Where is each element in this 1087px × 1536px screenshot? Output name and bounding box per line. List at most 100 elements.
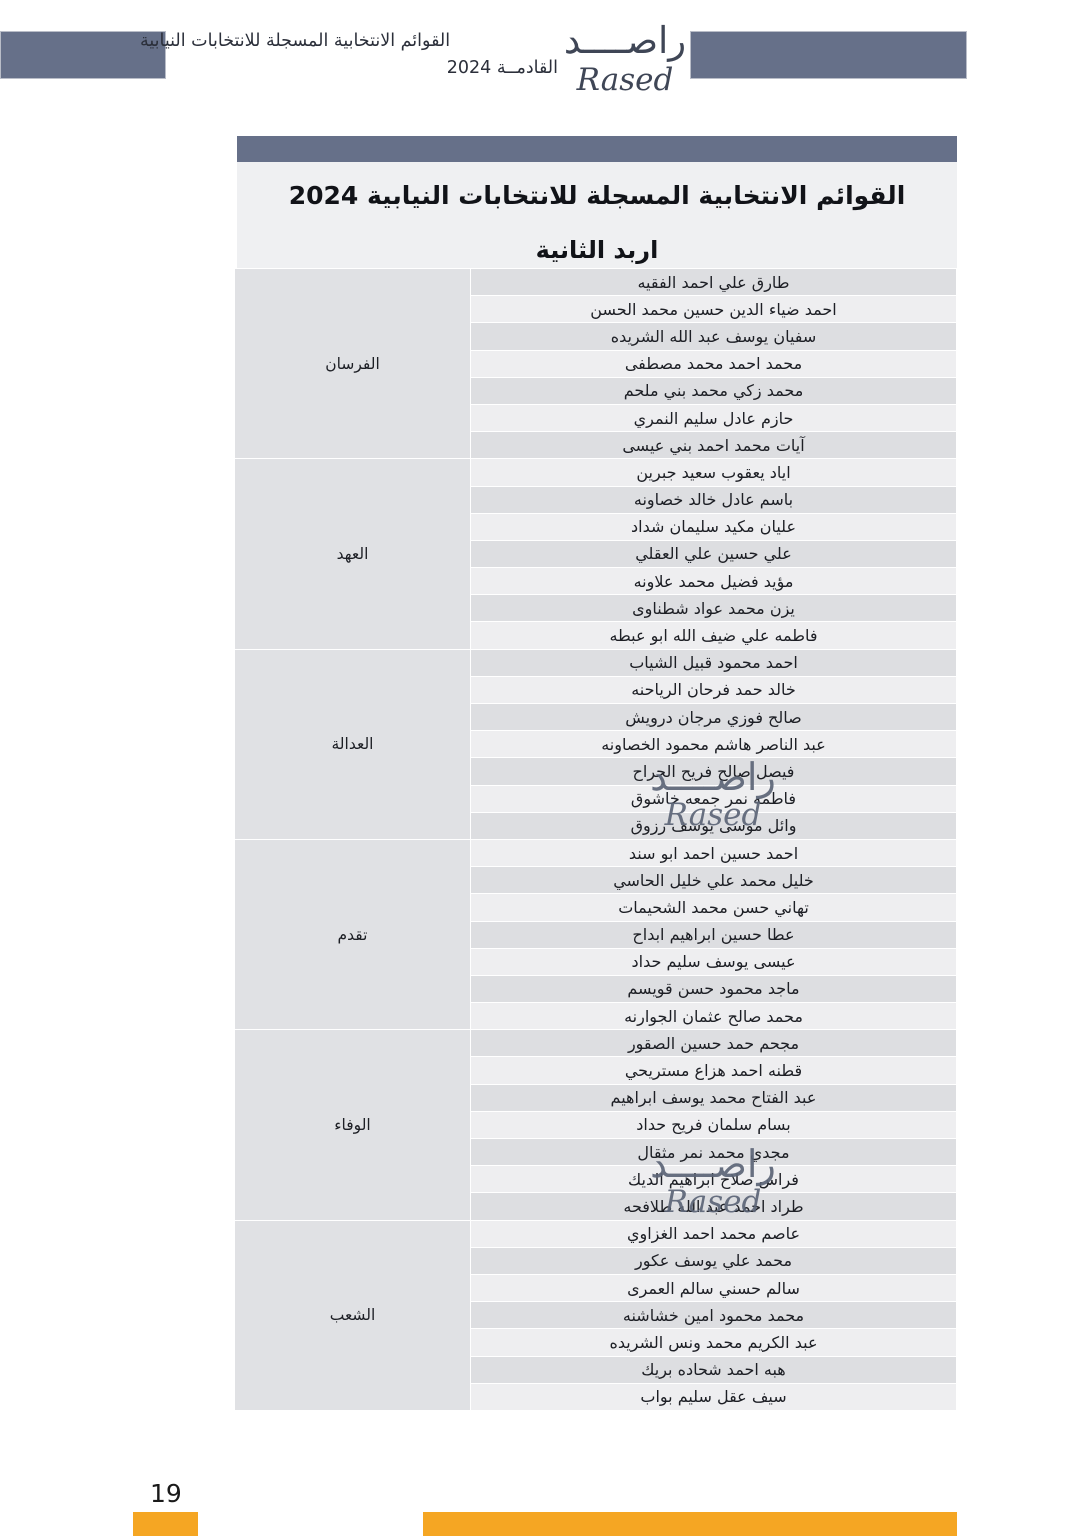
candidate-name-cell: تهاني حسن محمد الشحيمات [470, 893, 957, 922]
brand-name-english: Rased [576, 62, 674, 98]
candidate-name-cell: خالد حمد فرحان الرياحنه [470, 675, 957, 705]
table-row: عطا حسين ابراهيم ابداح [235, 920, 957, 949]
candidate-name-cell: فاطمه علي ضيف الله ابو عبطه [470, 621, 957, 650]
candidate-name-cell: طارق علي احمد الفقيه [470, 267, 957, 297]
list-name-cell: العدالة [234, 648, 471, 840]
table-row: احمد حسين احمد ابو سند تقدم [234, 838, 957, 1031]
candidate-name-cell: سفيان يوسف عبد الله الشريده [470, 322, 957, 351]
candidate-name-cell: عاصم محمد احمد الغزاوي [470, 1219, 957, 1248]
candidate-name-cell: محمد علي يوسف عكور [470, 1246, 957, 1275]
candidate-name-cell: علي حسين علي العقلي [470, 539, 957, 569]
page-number: 19 [150, 1479, 182, 1508]
title-accent-bar [237, 136, 957, 162]
footer-accent-bar-left [133, 1512, 198, 1536]
candidate-name-cell: احمد ضياء الدين حسين محمد الحسن [470, 295, 957, 324]
table-row: سيف عقل سليم بواب [235, 1382, 957, 1411]
table-row: باسم عادل خالد خصاونه [235, 485, 957, 514]
table-row: خالد حمد فرحان الرياحنه [235, 675, 957, 705]
table-row: اياد يعقوب سعيد جبرين العهد [234, 458, 957, 650]
candidate-name-cell: محمد محمود امين خشاشنه [470, 1301, 957, 1330]
candidate-name-cell: عيسى يوسف سليم حداد [470, 947, 957, 976]
candidate-name-cell: بسام سلمان فريح حداد [470, 1110, 957, 1140]
candidate-name-cell: سيف عقل سليم بواب [470, 1382, 957, 1411]
table-row: محمد علي يوسف عكور [235, 1246, 957, 1275]
candidate-name-cell: فيصل صالح فريح الجراح [470, 757, 957, 786]
table-row: قطنه احمد هزاع مستريحي [235, 1056, 957, 1085]
header-subtitle: القوائم الانتخابية المسجلة للانتخابات ال… [140, 28, 560, 82]
table-row: طراد احمد عبد الله طلافحه [235, 1192, 957, 1221]
brand-name-arabic: راصــــد [563, 19, 687, 62]
table-row: احمد ضياء الدين حسين محمد الحسن [235, 295, 957, 324]
candidate-name-cell: حازم عادل سليم النمري [470, 403, 957, 433]
footer-accent-bar-right [423, 1512, 957, 1536]
table-row: عبد الكريم محمد ونس الشريده [235, 1328, 957, 1357]
candidate-name-cell: فاطمه نمر جمعه خاشوق [470, 784, 957, 813]
candidate-name-cell: خليل محمد علي خليل الحاسي [470, 866, 957, 895]
table-row: وائل موسى يوسف رزوق [235, 811, 957, 840]
header-band-left [0, 31, 166, 79]
candidate-name-cell: عليان مكيد سليمان شداد [470, 512, 957, 541]
header-line-1: القوائم الانتخابية المسجلة للانتخابات ال… [140, 31, 451, 51]
candidate-name-cell: احمد محمود قبيل الشياب [470, 648, 957, 677]
header-band-right [690, 31, 967, 79]
table-row: فراس صلاح ابراهيم الديك [235, 1165, 957, 1194]
candidate-name-cell: مجدي محمد نمر مثقال [470, 1137, 957, 1167]
brand-logo: راصــــد Rased [560, 22, 690, 96]
table-row: عبد الفتاح محمد يوسف ابراهيم [235, 1083, 957, 1112]
table-row: محمد صالح عثمان الجوارنه [235, 1002, 957, 1031]
table-row: محمد زكي محمد بني ملحم [235, 376, 957, 405]
candidate-name-cell: ماجد محمود حسن قويسم [470, 974, 957, 1004]
table-row: تهاني حسن محمد الشحيمات [235, 893, 957, 922]
table-row: ماجد محمود حسن قويسم [235, 974, 957, 1004]
candidate-name-cell: محمد احمد محمد مصطفى [470, 349, 957, 378]
table-row: صالح فوزي مرجان درويش [235, 702, 957, 732]
candidate-name-cell: يزن محمد عواد شطناوى [470, 594, 957, 623]
list-name-cell: الفرسان [234, 267, 471, 460]
table-row: طارق علي احمد الفقيه الفرسان [234, 267, 957, 460]
candidate-name-cell: محمد صالح عثمان الجوارنه [470, 1002, 957, 1031]
candidate-lists-table: طارق علي احمد الفقيه الفرسان احمد ضياء الد… [234, 267, 957, 1411]
candidate-name-cell: وائل موسى يوسف رزوق [470, 811, 957, 840]
candidate-name-cell: آيات محمد احمد بني عيسى [470, 431, 957, 460]
table-row: فاطمه نمر جمعه خاشوق [235, 784, 957, 813]
candidate-name-cell: اياد يعقوب سعيد جبرين [470, 458, 957, 487]
candidate-name-cell: سالم حسني سالم العمرى [470, 1273, 957, 1303]
table-row: هبه احمد شحاده بريك [235, 1355, 957, 1384]
candidate-name-cell: احمد حسين احمد ابو سند [470, 838, 957, 868]
candidate-name-cell: فراس صلاح ابراهيم الديك [470, 1165, 957, 1194]
list-name-cell: تقدم [234, 838, 471, 1031]
candidate-name-cell: مجحم حمد حسين الصقور [470, 1029, 957, 1058]
candidate-name-cell: هبه احمد شحاده بريك [470, 1355, 957, 1384]
table-row: عليان مكيد سليمان شداد [235, 512, 957, 541]
table-row: فيصل صالح فريح الجراح [235, 757, 957, 786]
title-panel: القوائم الانتخابية المسجلة للانتخابات ال… [237, 162, 957, 268]
table-row: فاطمه علي ضيف الله ابو عبطه [235, 621, 957, 650]
list-name-cell: الشعب [234, 1219, 471, 1411]
table-row: عاصم محمد احمد الغزاوي الشعب [234, 1219, 957, 1411]
table-row: احمد محمود قبيل الشياب العدالة [234, 648, 957, 840]
header-line-2: القادمــة 2024 [446, 58, 558, 79]
candidate-name-cell: صالح فوزي مرجان درويش [470, 702, 957, 732]
candidate-name-cell: عبد الكريم محمد ونس الشريده [470, 1328, 957, 1357]
candidate-name-cell: عبد الناصر هاشم محمود الخصاونه [470, 730, 957, 759]
page-title: القوائم الانتخابية المسجلة للانتخابات ال… [288, 181, 906, 210]
candidate-lists-table-wrapper: طارق علي احمد الفقيه الفرسان احمد ضياء الد… [234, 267, 957, 1411]
candidate-name-cell: مؤيد فضيل محمد علاونه [470, 567, 957, 596]
table-row: عيسى يوسف سليم حداد [235, 947, 957, 976]
table-row: خليل محمد علي خليل الحاسي [235, 866, 957, 895]
list-name-cell: العهد [234, 458, 471, 650]
candidate-name-cell: طراد احمد عبد الله طلافحه [470, 1192, 957, 1221]
candidate-name-cell: عطا حسين ابراهيم ابداح [470, 920, 957, 949]
table-row: يزن محمد عواد شطناوى [235, 594, 957, 623]
candidate-name-cell: باسم عادل خالد خصاونه [470, 485, 957, 514]
table-row: مجحم حمد حسين الصقور الوفاء [234, 1029, 957, 1221]
district-name: اربد الثانية [535, 236, 659, 264]
table-row: آيات محمد احمد بني عيسى [235, 431, 957, 460]
table-row: حازم عادل سليم النمري [235, 403, 957, 433]
list-name-cell: الوفاء [234, 1029, 471, 1221]
table-row: علي حسين علي العقلي [235, 539, 957, 569]
candidate-name-cell: عبد الفتاح محمد يوسف ابراهيم [470, 1083, 957, 1112]
table-row: عبد الناصر هاشم محمود الخصاونه [235, 730, 957, 759]
table-row: مؤيد فضيل محمد علاونه [235, 567, 957, 596]
table-row: سالم حسني سالم العمرى [235, 1273, 957, 1303]
